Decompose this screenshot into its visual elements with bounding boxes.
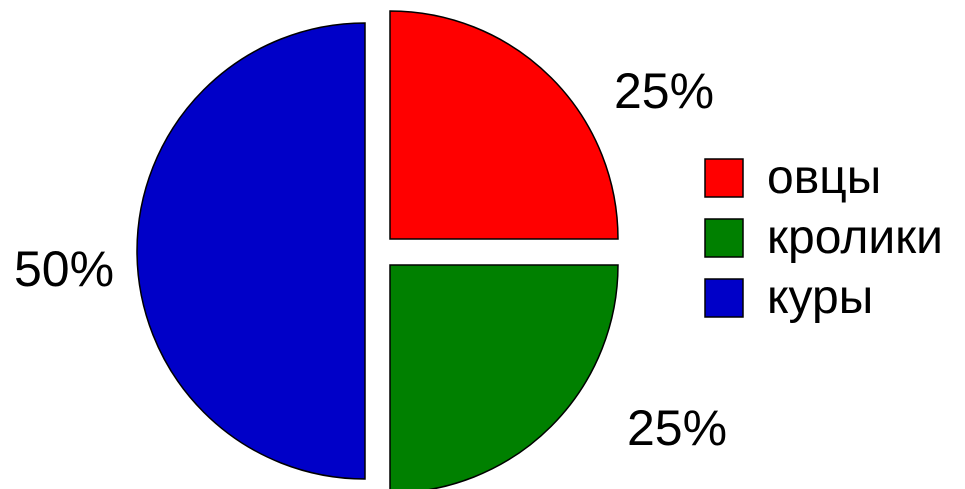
pie-slice-kury: [136, 22, 366, 480]
percent-label-kroliki: 25%: [627, 400, 727, 456]
legend: овцы кролики куры: [704, 151, 943, 324]
percent-labels: 25% 25% 50%: [14, 63, 727, 456]
pie-slices: [136, 10, 619, 489]
legend-swatch-ovtsy: [704, 158, 744, 198]
pie-slice-ovtsy: [389, 10, 619, 240]
percent-label-kury: 50%: [14, 241, 114, 297]
legend-label-ovtsy: овцы: [767, 151, 881, 204]
pie-slice-kroliki: [389, 264, 619, 489]
legend-label-kury: куры: [767, 271, 873, 324]
legend-swatch-kroliki: [704, 218, 744, 258]
percent-label-ovtsy: 25%: [614, 63, 714, 119]
legend-swatch-kury: [704, 278, 744, 318]
legend-label-kroliki: кролики: [767, 211, 943, 264]
